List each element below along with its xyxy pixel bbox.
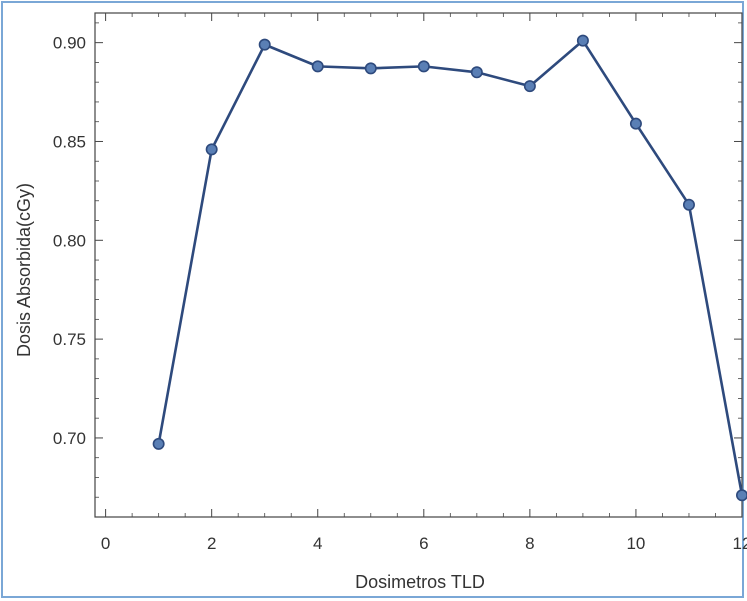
data-point bbox=[205, 143, 218, 156]
x-tick-label: 0 bbox=[101, 534, 110, 553]
data-point bbox=[629, 117, 642, 130]
data-point bbox=[364, 62, 377, 75]
y-tick-label: 0.70 bbox=[53, 429, 86, 448]
y-tick-label: 0.75 bbox=[53, 330, 86, 349]
data-point bbox=[523, 80, 536, 93]
data-point bbox=[576, 34, 589, 47]
x-tick-label: 8 bbox=[525, 534, 534, 553]
x-tick-label: 10 bbox=[626, 534, 645, 553]
data-point bbox=[736, 489, 747, 502]
data-point bbox=[311, 60, 324, 73]
y-tick-label: 0.85 bbox=[53, 132, 86, 151]
ticks: 0 2 4 6 8 10 12 0.70 0.75 0.80 0.85 0.90 bbox=[53, 13, 747, 553]
axes bbox=[94, 12, 743, 518]
data-point bbox=[258, 38, 271, 51]
data-point bbox=[152, 437, 165, 450]
series bbox=[152, 34, 747, 502]
data-point bbox=[417, 60, 430, 73]
x-tick-label: 6 bbox=[419, 534, 428, 553]
x-axis-title: Dosimetros TLD bbox=[355, 572, 485, 592]
x-tick-label: 4 bbox=[313, 534, 322, 553]
data-point bbox=[682, 198, 695, 211]
series-line bbox=[157, 39, 744, 496]
y-axis-title: Dosis Absorbida(cGy) bbox=[14, 183, 34, 357]
data-point bbox=[470, 66, 483, 79]
plot-border bbox=[94, 12, 743, 518]
x-tick-label: 2 bbox=[207, 534, 216, 553]
x-tick-label: 12 bbox=[733, 534, 747, 553]
y-tick-label: 0.80 bbox=[53, 231, 86, 250]
y-tick-label: 0.90 bbox=[53, 34, 86, 53]
